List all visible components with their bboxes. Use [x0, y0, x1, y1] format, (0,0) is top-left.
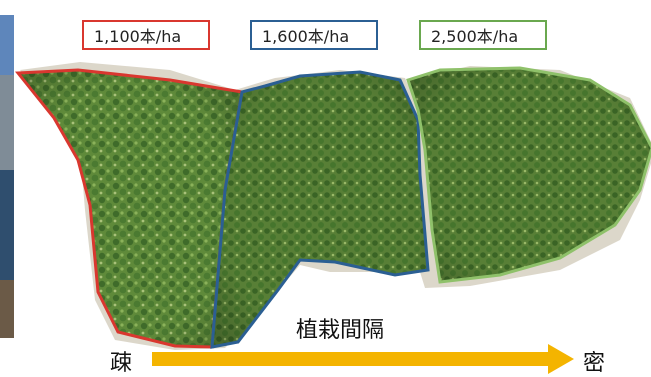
sparse-label: 疎	[110, 351, 133, 376]
plot-low-border	[14, 68, 244, 349]
side-photo	[0, 15, 14, 338]
label-high-density: 2,500本/ha	[419, 20, 547, 50]
plot-low-density	[14, 68, 244, 349]
density-arrow	[152, 344, 574, 374]
spacing-axis-title: 植栽間隔	[296, 318, 385, 343]
plot-mid-border	[210, 70, 430, 349]
label-low-density: 1,100本/ha	[82, 20, 210, 50]
plot-mid-density	[210, 70, 430, 349]
dense-label: 密	[583, 351, 606, 376]
plot-high-border	[406, 66, 651, 284]
label-mid-density: 1,600本/ha	[250, 20, 378, 50]
plot-high-density	[406, 66, 651, 284]
